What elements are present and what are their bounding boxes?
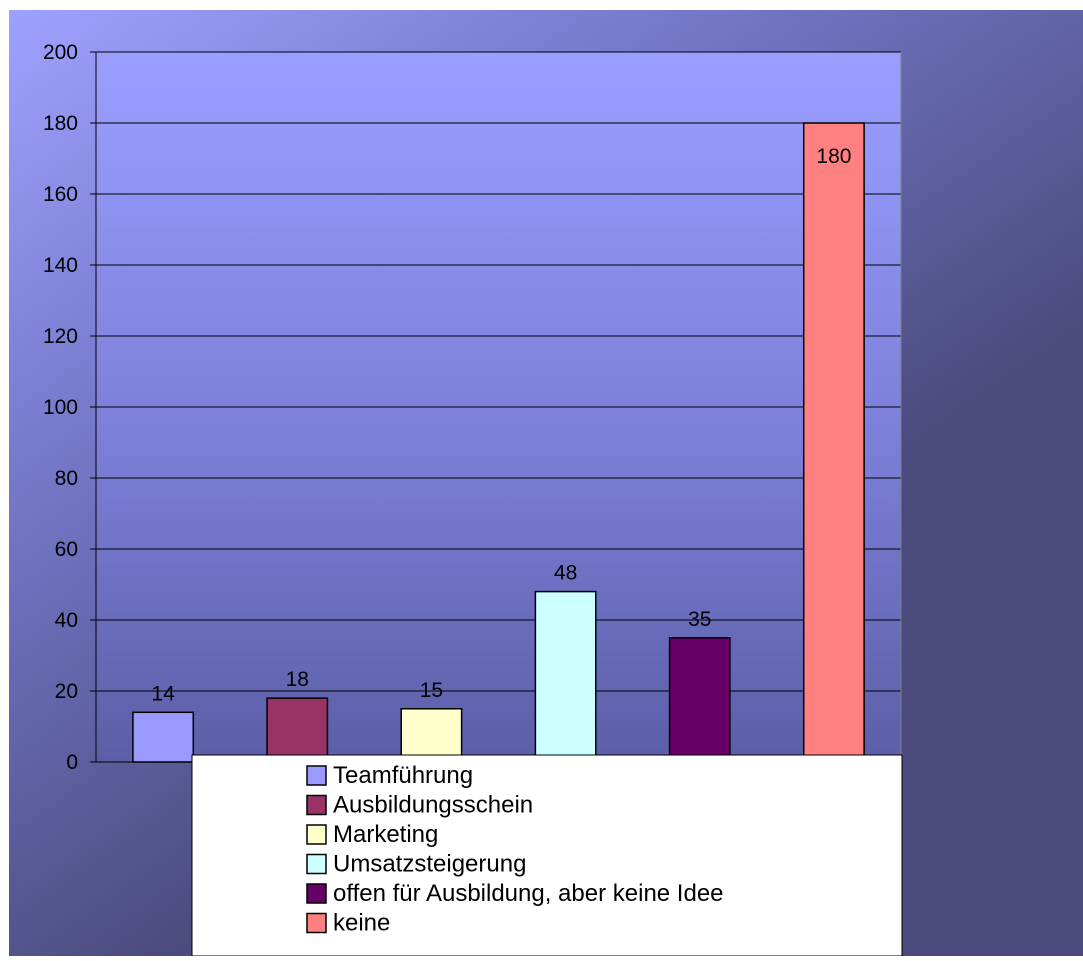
legend-swatch: [306, 794, 327, 816]
bar: [266, 697, 329, 763]
data-label: 48: [554, 562, 577, 585]
legend-swatch: [306, 912, 327, 934]
data-label: 15: [420, 679, 443, 702]
legend-swatch: [306, 824, 327, 845]
legend-label: Teamführung: [333, 762, 473, 789]
bar: [400, 708, 463, 763]
bar: [802, 122, 865, 763]
bar: [132, 711, 195, 763]
legend-label: offen für Ausbildung, aber keine Idee: [333, 880, 724, 907]
data-label: 18: [286, 668, 309, 691]
legend-swatch: [306, 765, 327, 786]
legend-label: Umsatzsteigerung: [333, 851, 526, 878]
legend-box: [191, 754, 903, 957]
y-tick-label: 180: [43, 112, 78, 135]
legend-label: keine: [333, 910, 390, 937]
y-tick-label: 20: [55, 680, 78, 703]
y-tick-label: 60: [55, 538, 78, 561]
y-tick-label: 160: [43, 183, 78, 206]
gridlines: [96, 51, 901, 692]
data-label: 180: [816, 145, 851, 168]
bar: [534, 590, 597, 763]
y-tick-label: 100: [43, 396, 78, 419]
y-tick-label: 120: [43, 325, 78, 348]
bar: [668, 637, 731, 763]
legend-swatch: [306, 883, 327, 904]
data-label: 14: [151, 682, 175, 705]
legend-swatch: [306, 853, 327, 875]
y-tick-label: 200: [43, 41, 78, 64]
y-tick-label: 140: [43, 254, 78, 277]
data-labels: 14 18 15 48 35 180: [151, 145, 851, 705]
y-tick-label: 40: [55, 609, 78, 632]
y-tick-label: 0: [66, 751, 78, 774]
y-tick-label: 80: [55, 467, 78, 490]
legend-label: Marketing: [333, 821, 438, 848]
bars: [132, 122, 865, 763]
legend-label: Ausbildungsschein: [333, 792, 533, 819]
data-label: 35: [688, 608, 711, 631]
